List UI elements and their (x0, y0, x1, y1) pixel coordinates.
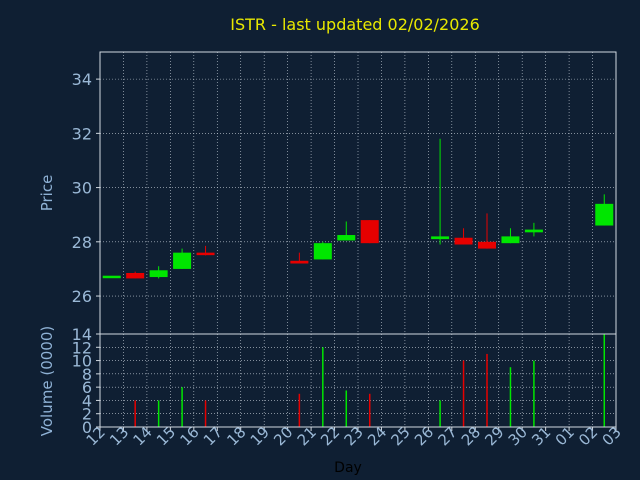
candle-body (524, 229, 543, 233)
volume-bar (322, 347, 324, 427)
volume-frame (99, 333, 617, 428)
volume-bar (181, 387, 183, 427)
volume-bar (533, 360, 535, 427)
price-tick-label: 28 (72, 233, 92, 252)
price-grid (99, 52, 617, 334)
volume-bar (134, 400, 136, 427)
volume-bar (509, 367, 512, 427)
volume-tick-label: 6 (82, 378, 92, 397)
candle-body (478, 241, 496, 249)
price-tick-label: 26 (72, 287, 92, 306)
price-axis-label: Price (38, 175, 56, 212)
candle (595, 194, 614, 226)
candle-body (173, 252, 192, 269)
candle (102, 275, 121, 279)
volume-tick-label: 12 (72, 338, 92, 357)
volume-tick-label: 8 (82, 365, 92, 384)
candle-body (102, 275, 121, 279)
price-tick-label: 34 (72, 70, 92, 89)
volume-bar (368, 393, 371, 427)
candle (149, 266, 168, 279)
volume-tick-label: 4 (82, 391, 92, 410)
candle-body (313, 243, 332, 260)
candle-body (149, 270, 168, 278)
volume-bar (298, 393, 301, 427)
price-y-ticks: 26 28 30 32 34 (72, 70, 100, 306)
volume-bar (462, 360, 465, 427)
x-axis-label: Day (334, 460, 362, 476)
candle (173, 248, 192, 269)
candle (360, 220, 379, 244)
volume-tick-label: 0 (82, 418, 92, 437)
volume-bar (603, 334, 606, 427)
price-tick-label: 32 (72, 124, 92, 143)
candle-body (595, 203, 614, 226)
volume-bar (439, 400, 441, 427)
candle (478, 213, 496, 249)
candle (524, 222, 543, 237)
candle (313, 241, 332, 260)
candle-body (337, 235, 356, 241)
chart-title: ISTR - last updated 02/02/2026 (230, 15, 480, 34)
volume-bars (134, 334, 606, 427)
candle (126, 271, 145, 279)
candle-body (431, 236, 450, 240)
plot-frames (99, 51, 617, 428)
candle-body (360, 220, 379, 244)
volume-grid (99, 333, 617, 428)
volume-bar (157, 400, 160, 427)
volume-tick-label: 2 (82, 405, 92, 424)
candle (431, 138, 450, 245)
candle (454, 228, 473, 245)
candle-body (290, 260, 309, 264)
candle (290, 252, 309, 264)
volume-bar (204, 400, 207, 427)
volume-bar (345, 390, 348, 427)
candles (102, 138, 614, 279)
candle-body (126, 272, 145, 279)
candle (501, 228, 520, 244)
volume-tick-label: 14 (72, 325, 92, 344)
candle (196, 245, 215, 256)
price-tick-label: 30 (72, 179, 92, 198)
volume-tick-label: 10 (72, 352, 92, 371)
volume-bar (486, 353, 488, 427)
candle-body (196, 252, 215, 256)
candle-body (501, 236, 520, 244)
candle-body (454, 237, 473, 245)
candle (337, 221, 356, 241)
volume-axis-label: Volume (0000) (38, 326, 56, 436)
